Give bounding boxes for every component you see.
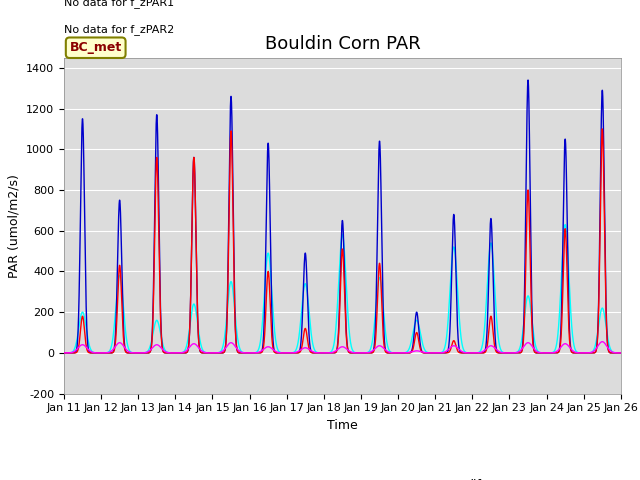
Title: Bouldin Corn PAR: Bouldin Corn PAR: [264, 35, 420, 53]
Legend: PAR_in, PAR_out, totPAR, difPAR: PAR_in, PAR_out, totPAR, difPAR: [174, 474, 511, 480]
Y-axis label: PAR (umol/m2/s): PAR (umol/m2/s): [8, 174, 20, 277]
Text: No data for f_zPAR2: No data for f_zPAR2: [64, 24, 174, 35]
Text: BC_met: BC_met: [70, 41, 122, 54]
Text: No data for f_zPAR1: No data for f_zPAR1: [64, 0, 174, 8]
X-axis label: Time: Time: [327, 419, 358, 432]
